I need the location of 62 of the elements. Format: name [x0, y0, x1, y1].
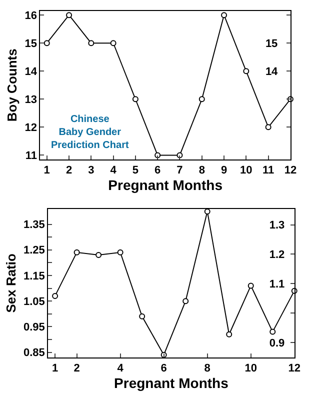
- y2-tick-label: 14: [265, 66, 279, 78]
- point: [243, 68, 250, 74]
- x-tick-label: 1: [52, 362, 58, 375]
- y-tick-label: 13: [24, 94, 38, 106]
- x-tick-label: 4: [110, 164, 118, 177]
- x-axis-title: Pregnant Months: [114, 374, 229, 391]
- point: [74, 249, 80, 256]
- y2-tick-label: 1.3: [269, 220, 285, 232]
- y-tick-label: 1.05: [23, 296, 45, 308]
- y-tick-label: 15: [24, 38, 38, 50]
- y-tick-label: 0.95: [23, 322, 45, 334]
- point: [52, 292, 58, 299]
- point: [44, 40, 50, 46]
- x-tick-label: 6: [154, 164, 161, 177]
- x-tick-label: 8: [204, 362, 210, 375]
- y-tick-label: 1.35: [23, 219, 45, 232]
- x-axis-title: Pregnant Months: [108, 176, 223, 193]
- x-tick-label: 1: [44, 164, 50, 177]
- point: [110, 40, 116, 46]
- point: [221, 12, 228, 18]
- y-tick-label: 0.85: [23, 347, 45, 360]
- y-axis-title: Sex Ratio: [3, 253, 18, 313]
- point: [139, 313, 146, 320]
- annotation: Chinese Baby Gender Prediction Chart: [51, 114, 130, 151]
- x-tick-label: 5: [132, 164, 139, 177]
- point: [96, 252, 102, 258]
- x-tick-label: 10: [240, 164, 252, 177]
- y-axis-title: Boy Counts: [4, 48, 20, 122]
- x-tick-label: 11: [262, 164, 274, 177]
- point: [182, 298, 189, 304]
- point: [176, 152, 183, 158]
- x-tick-label: 3: [88, 164, 94, 177]
- y-tick-label: 14: [24, 66, 38, 78]
- y-tick-label: 1.25: [23, 244, 45, 257]
- y-tick-label: 16: [24, 10, 38, 22]
- point: [66, 12, 72, 18]
- y2-tick-label: 1.2: [269, 249, 285, 262]
- point: [198, 96, 205, 102]
- y-tick-label: 11: [25, 150, 38, 162]
- x-tick-label: 9: [220, 164, 228, 177]
- x-tick-label: 12: [284, 164, 297, 177]
- point: [132, 96, 138, 102]
- x-tick-label: 10: [244, 362, 257, 375]
- point: [265, 124, 272, 130]
- x-tick-label: 6: [160, 362, 167, 375]
- x-tick-label: 7: [176, 164, 183, 177]
- y2-tick-label: 0.9: [269, 337, 285, 350]
- y2-tick-label: 15: [265, 38, 278, 50]
- point: [248, 282, 254, 289]
- x-tick-label: 12: [288, 362, 300, 375]
- point: [88, 40, 94, 46]
- point: [154, 152, 161, 158]
- x-tick-label: 8: [198, 164, 205, 177]
- x-tick-label: 4: [117, 362, 124, 375]
- point: [226, 331, 232, 338]
- y-tick-label: 12: [24, 122, 38, 134]
- y2-tick-label: 1.1: [269, 278, 285, 290]
- point: [117, 249, 124, 256]
- x-tick-label: 2: [66, 164, 72, 177]
- x-tick-label: 2: [74, 362, 80, 375]
- y-tick-label: 1.15: [23, 270, 45, 282]
- point: [270, 328, 276, 335]
